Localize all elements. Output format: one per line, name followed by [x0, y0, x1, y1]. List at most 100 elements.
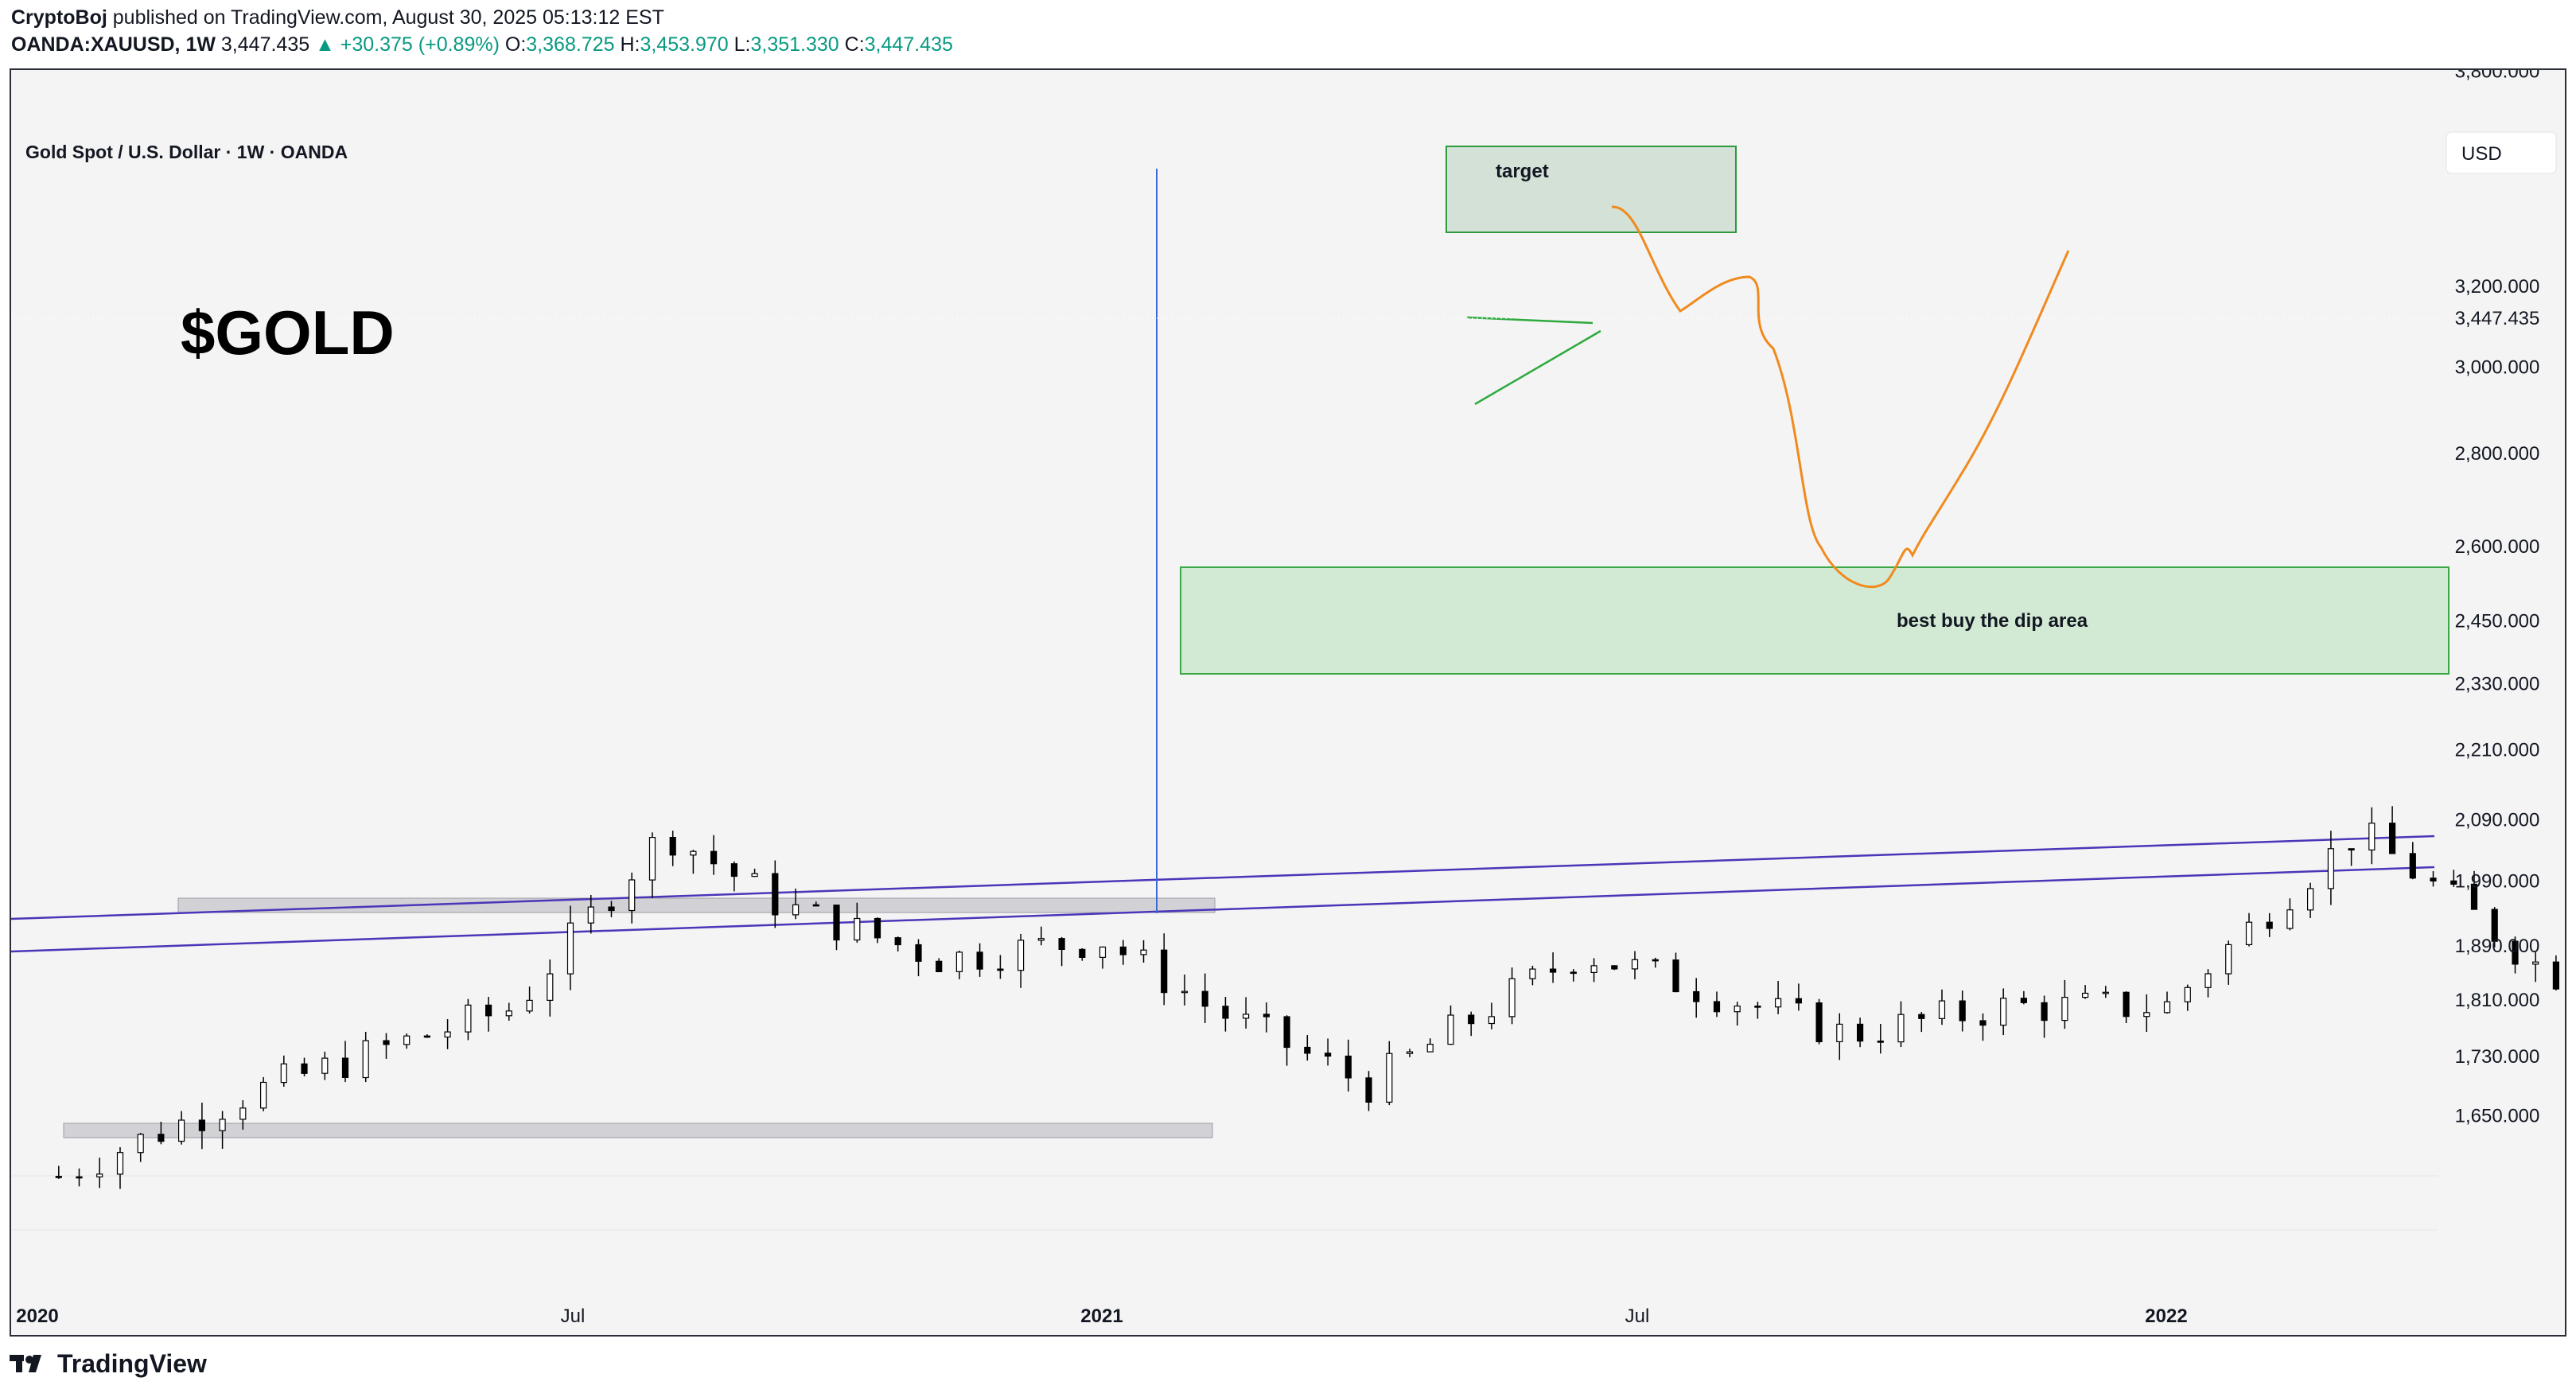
author-name[interactable]: CryptoBoj: [11, 6, 107, 29]
chart-title: Gold Spot / U.S. Dollar · 1W · OANDA: [25, 142, 348, 162]
currency-button[interactable]: [2446, 131, 2557, 174]
tradingview-brand-text: TradingView: [57, 1349, 207, 1378]
candle-body: [2286, 909, 2294, 929]
candle-body: [96, 1173, 103, 1177]
candle-body: [1815, 1002, 1823, 1042]
upper-trendline[interactable]: [11, 835, 2435, 920]
candle-body: [772, 873, 779, 916]
candle-body: [915, 944, 922, 962]
candle-body: [2266, 921, 2273, 929]
chart-canvas[interactable]: $GOLD Gold Spot / U.S. Dollar · 1W · OAN…: [11, 70, 2566, 1337]
y-tick-label: 1,650.000: [2455, 1106, 2540, 1127]
candle-body: [1079, 948, 1086, 959]
candle-body: [2307, 888, 2314, 911]
candle-body: [198, 1119, 205, 1131]
candle-body: [1386, 1053, 1393, 1103]
buy-the-dip-label: best buy the dip area: [1897, 610, 2088, 632]
candle-body: [137, 1134, 144, 1154]
candle-body: [505, 1010, 512, 1017]
candle-body: [76, 1176, 83, 1179]
candle-body: [648, 836, 656, 881]
lower-trendline[interactable]: [11, 866, 2435, 953]
support-range-box[interactable]: [63, 1123, 1213, 1138]
publish-info: CryptoBoj published on TradingView.com, …: [11, 6, 664, 29]
candle-body: [1344, 1055, 1352, 1079]
current-price-axis-label: 3,447.435: [2455, 308, 2540, 329]
target-zone[interactable]: [1446, 146, 1737, 233]
y-tick-label: 3,000.000: [2455, 357, 2540, 379]
candle-body: [628, 879, 636, 912]
candle-body: [2102, 991, 2109, 994]
candle-body: [1631, 959, 1639, 970]
candle-body: [403, 1035, 411, 1045]
candle-body: [1529, 968, 1536, 979]
candle-body: [1222, 1006, 1229, 1019]
close-value: 3,447.435: [864, 33, 953, 56]
candle-body: [1652, 959, 1659, 962]
candle-body: [833, 905, 840, 941]
candle-body: [997, 968, 1004, 971]
candle-body: [1979, 1020, 1986, 1026]
candle-body: [1058, 938, 1065, 950]
candle-body: [1918, 1014, 1925, 1019]
candle-body: [2348, 848, 2355, 850]
y-tick-label: 2,090.000: [2455, 809, 2540, 831]
candle-body: [2204, 973, 2212, 988]
low-label: L:: [733, 33, 751, 56]
candle-body: [730, 863, 738, 878]
candle-body: [1037, 938, 1045, 941]
triangle-lower-line[interactable]: [1474, 329, 1601, 406]
candle-body: [2389, 823, 2396, 854]
candle-body: [465, 1004, 472, 1033]
candle-body: [1426, 1043, 1434, 1053]
candle-body: [812, 904, 819, 907]
y-tick-label: 2,600.000: [2455, 536, 2540, 558]
low-value: 3,351.330: [750, 33, 839, 56]
close-label: C:: [844, 33, 865, 56]
tradingview-brand[interactable]: TradingView: [10, 1349, 207, 1379]
y-tick-label: 2,450.000: [2455, 610, 2540, 632]
resistance-range-box[interactable]: [177, 897, 1216, 913]
candle-body: [1611, 965, 1618, 970]
currency-label: USD: [2461, 143, 2502, 165]
candle-body: [1938, 1000, 1946, 1019]
x-tick-label: Jul: [1625, 1306, 1650, 1327]
candle-body: [484, 1004, 492, 1017]
candle-body: [1161, 949, 1168, 994]
candle-body: [178, 1119, 185, 1142]
candle-body: [280, 1063, 287, 1084]
candle-body: [2143, 1012, 2150, 1018]
candle-body: [383, 1040, 390, 1045]
candle-body: [976, 951, 983, 970]
candle-body: [1672, 959, 1679, 993]
candle-body: [894, 937, 901, 946]
y-tick-label: 1,990.000: [2455, 871, 2540, 893]
triangle-upper-line[interactable]: [1466, 316, 1593, 325]
buy-the-dip-zone[interactable]: [1180, 566, 2450, 675]
candle-body: [2327, 848, 2334, 889]
candle-body: [1754, 1005, 1761, 1008]
candle-body: [444, 1031, 451, 1038]
candle-body: [1447, 1014, 1454, 1045]
candle-body: [1693, 990, 1700, 1002]
candle-body: [874, 917, 881, 939]
y-tick-label: 2,210.000: [2455, 740, 2540, 761]
chart-frame[interactable]: $GOLD Gold Spot / U.S. Dollar · 1W · OAN…: [10, 68, 2566, 1337]
projection-path[interactable]: [1611, 205, 2070, 589]
candle-body: [2041, 1002, 2048, 1021]
candle-body: [2225, 944, 2232, 975]
candle-body: [1324, 1053, 1332, 1057]
candle-body: [1897, 1014, 1905, 1043]
candle-body: [1775, 998, 1782, 1008]
candle-body: [158, 1134, 165, 1142]
candle-body: [1959, 1000, 1966, 1021]
candle-body: [362, 1040, 369, 1079]
candle-body: [1365, 1077, 1372, 1103]
candle-body: [1713, 1001, 1721, 1013]
y-tick-label: 1,810.000: [2455, 990, 2540, 1011]
y-axis[interactable]: 3,800.0003,600.0003,200.0003,000.0002,80…: [2455, 70, 2540, 1127]
candle-body: [1283, 1016, 1290, 1049]
candle-body: [690, 850, 697, 856]
candle-body: [341, 1057, 349, 1078]
x-axis[interactable]: 2020Jul2021Jul2022Jul2023Jul2024Jul2025J…: [16, 1306, 2566, 1327]
